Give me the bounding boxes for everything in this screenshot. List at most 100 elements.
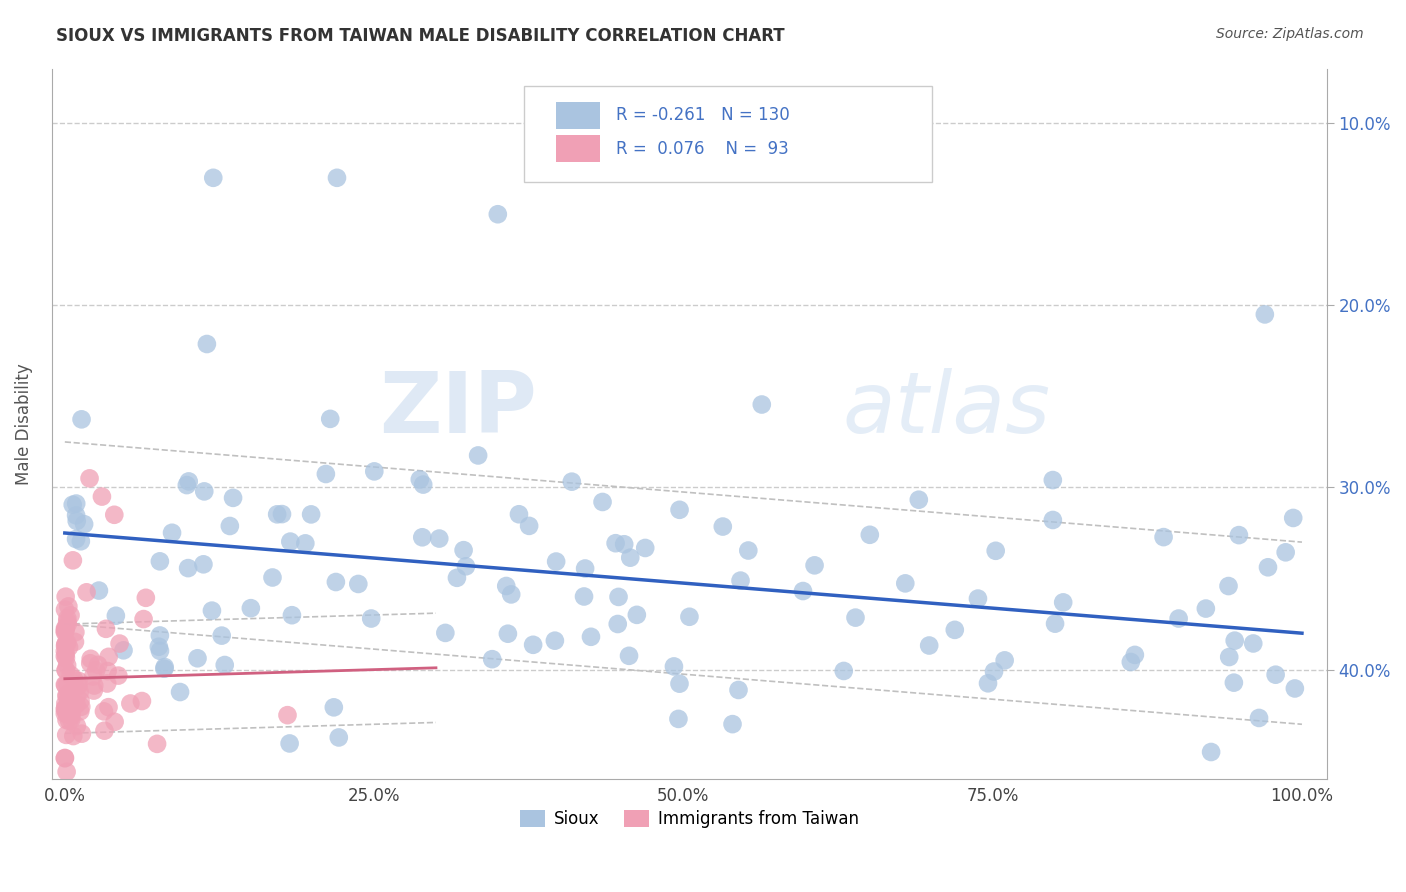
Point (617, 648, 640, 663)
Bar (555, 102, 600, 129)
Point (93, 723, 115, 738)
Point (1247, 711, 1270, 725)
Point (1284, 681, 1306, 696)
Point (634, 541, 657, 555)
Point (1218, 650, 1240, 665)
Point (62, 498, 84, 512)
Text: R = -0.261   N = 130: R = -0.261 N = 130 (616, 106, 789, 124)
Point (211, 629, 233, 643)
Point (112, 643, 135, 657)
Point (55, 637, 77, 651)
Point (1042, 513, 1064, 527)
Y-axis label: Male Disability: Male Disability (15, 363, 32, 484)
Point (70, 726, 93, 740)
Point (508, 508, 530, 522)
Point (193, 558, 215, 572)
Point (409, 472, 432, 486)
Point (56, 636, 79, 650)
Point (176, 478, 198, 492)
Point (55, 713, 77, 727)
Point (97, 700, 120, 714)
Point (59, 608, 82, 623)
Point (619, 550, 641, 565)
Point (53, 649, 76, 664)
Point (319, 412, 342, 426)
Point (97, 649, 120, 664)
Point (994, 653, 1017, 667)
Point (1264, 667, 1286, 681)
Point (65, 532, 87, 546)
Point (605, 536, 627, 550)
Point (481, 652, 503, 666)
Point (53, 624, 76, 638)
Point (70, 699, 93, 714)
Point (281, 608, 304, 623)
Point (56, 689, 79, 703)
Point (131, 694, 153, 708)
Point (177, 475, 200, 489)
Point (271, 507, 294, 521)
Point (84, 664, 107, 678)
Point (1119, 655, 1142, 669)
Point (63, 698, 86, 712)
Point (266, 508, 288, 522)
Point (108, 636, 131, 650)
Point (149, 628, 172, 642)
Point (103, 508, 125, 522)
Point (363, 464, 385, 478)
Point (360, 611, 382, 625)
Point (79, 652, 101, 666)
Point (56, 696, 79, 710)
Point (967, 591, 990, 606)
Point (90, 490, 112, 504)
Point (73, 517, 96, 532)
Point (56, 658, 79, 673)
Point (55, 764, 77, 779)
Point (1042, 473, 1064, 487)
Point (546, 555, 568, 569)
Point (907, 492, 929, 507)
Point (55, 647, 77, 661)
Point (149, 554, 172, 568)
Point (730, 574, 752, 588)
Point (1274, 545, 1296, 559)
Point (60, 713, 83, 727)
Point (522, 638, 544, 652)
Point (87, 657, 110, 672)
Point (53, 751, 76, 765)
Point (315, 467, 337, 481)
Point (239, 601, 262, 615)
Point (104, 714, 127, 729)
Point (486, 207, 509, 221)
Point (65, 689, 87, 703)
Point (278, 736, 301, 750)
Point (1167, 611, 1189, 625)
Point (79, 471, 101, 485)
Point (56, 617, 79, 632)
Point (97, 664, 120, 678)
Point (55, 728, 77, 742)
Point (662, 659, 685, 673)
Point (53, 706, 76, 721)
Point (751, 397, 773, 411)
Point (803, 558, 825, 573)
Point (67, 677, 90, 691)
Point (69, 694, 91, 708)
Point (501, 587, 523, 601)
Text: atlas: atlas (842, 368, 1050, 451)
Point (668, 712, 690, 726)
Point (58, 686, 80, 700)
Point (53, 622, 76, 636)
Text: Source: ZipAtlas.com: Source: ZipAtlas.com (1216, 27, 1364, 41)
Point (1195, 601, 1218, 615)
Point (63, 635, 86, 649)
Point (69, 534, 91, 549)
Point (678, 609, 700, 624)
Point (65, 497, 87, 511)
Point (412, 477, 434, 491)
Point (96, 676, 118, 690)
Point (592, 495, 614, 509)
Point (146, 737, 169, 751)
Point (66, 719, 89, 733)
Point (60, 706, 83, 720)
